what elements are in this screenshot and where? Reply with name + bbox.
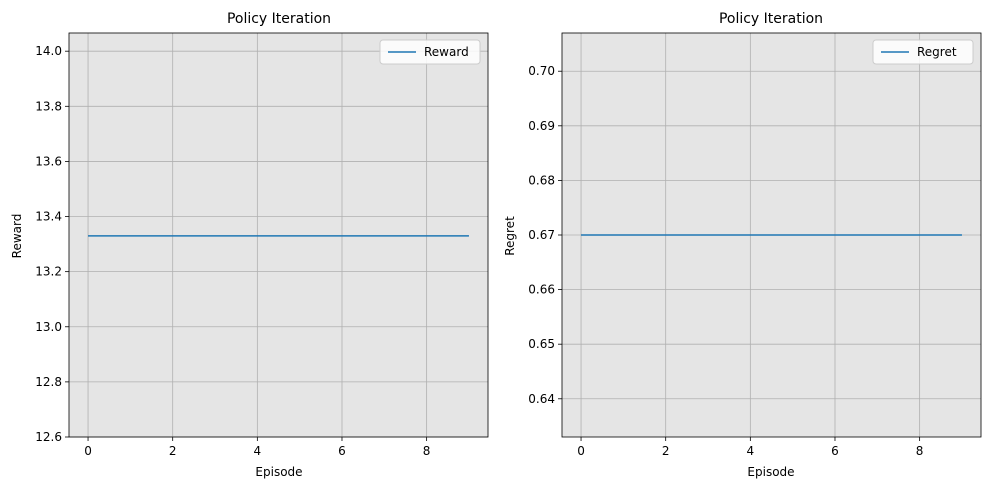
y-tick-label: 12.8 (35, 375, 62, 389)
x-tick-label: 8 (423, 444, 431, 458)
plot-area (69, 33, 488, 437)
legend-label: Reward (424, 45, 469, 59)
y-tick-label: 0.66 (528, 283, 555, 297)
x-tick-label: 6 (338, 444, 346, 458)
y-tick-label: 13.4 (35, 210, 62, 224)
x-tick-label: 4 (254, 444, 262, 458)
x-axis-label: Episode (747, 465, 794, 479)
axes-frame (68, 32, 489, 438)
y-tick-label: 0.65 (528, 337, 555, 351)
y-tick-label: 13.6 (35, 154, 62, 168)
y-tick-label: 12.6 (35, 430, 62, 444)
x-tick-label: 0 (577, 444, 585, 458)
y-tick-label: 0.69 (528, 119, 555, 133)
x-tick-label: 0 (84, 444, 92, 458)
x-tick-label: 4 (747, 444, 755, 458)
x-tick-label: 6 (831, 444, 839, 458)
axes-frame (561, 32, 982, 438)
y-tick-label: 0.67 (528, 228, 555, 242)
x-tick-label: 8 (916, 444, 924, 458)
chart-title: Policy Iteration (227, 11, 331, 27)
y-tick-label: 0.64 (528, 392, 555, 406)
chart-title: Policy Iteration (719, 11, 823, 27)
y-tick-label: 0.70 (528, 64, 555, 78)
y-tick-label: 13.8 (35, 99, 62, 113)
y-tick-label: 13.0 (35, 320, 62, 334)
x-tick-label: 2 (169, 444, 177, 458)
legend-label: Regret (917, 45, 957, 59)
y-axis-label: Regret (503, 216, 517, 256)
y-tick-label: 13.2 (35, 265, 62, 279)
y-tick-label: 0.68 (528, 173, 555, 187)
x-axis-label: Episode (255, 465, 302, 479)
legend-box (379, 39, 481, 65)
y-axis-label: Reward (10, 214, 24, 259)
chart-reward: Policy Iteration Episode Reward 0 2 4 6 8 12.… (10, 11, 489, 479)
x-tick-label: 2 (662, 444, 670, 458)
legend-box (872, 39, 974, 65)
chart-regret: Policy Iteration Episode Regret 0 2 4 6 8 0.6… (503, 11, 982, 479)
y-tick-label: 14.0 (35, 44, 62, 58)
